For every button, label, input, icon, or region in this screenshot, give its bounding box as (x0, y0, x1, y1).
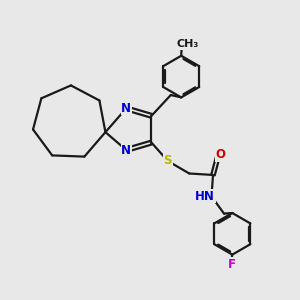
Text: N: N (121, 143, 131, 157)
Text: N: N (121, 102, 131, 115)
Text: HN: HN (195, 190, 215, 203)
Text: CH₃: CH₃ (176, 39, 198, 49)
Text: S: S (164, 154, 172, 167)
Text: F: F (228, 258, 236, 271)
Text: O: O (216, 148, 226, 161)
